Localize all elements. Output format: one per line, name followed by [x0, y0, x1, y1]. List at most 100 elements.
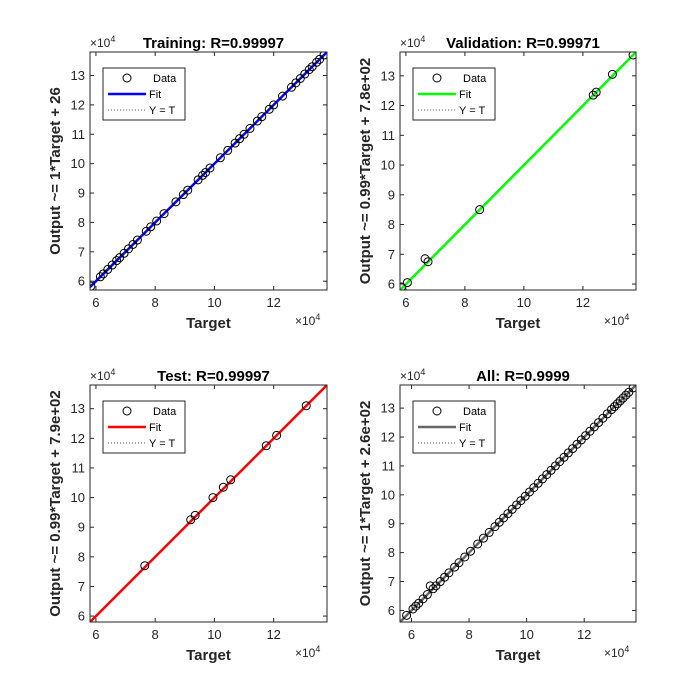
data-point	[304, 65, 314, 75]
data-point	[478, 533, 488, 543]
legend: Data Fit Y = T	[412, 67, 496, 121]
data-point	[245, 123, 255, 133]
chart-panel-4: 6 8 10 12 6 7 8 9 10 11 12 13 ×104 ×104 All: R=0.9999 T…	[357, 367, 637, 664]
y-tick-label: 8	[78, 549, 85, 564]
x-axis-label: Target	[496, 315, 541, 332]
x-tick-label: 8	[152, 627, 159, 642]
y-tick-label: 12	[381, 430, 395, 445]
data-point	[475, 205, 485, 215]
data-point	[226, 475, 236, 485]
y-tick-label: 9	[388, 516, 395, 531]
data-point	[205, 163, 215, 173]
data-point	[402, 610, 412, 620]
data-point	[112, 256, 122, 266]
x-tick-label: 10	[519, 627, 533, 642]
y-tick-label: 10	[71, 156, 85, 171]
data-point	[239, 129, 249, 139]
y-tick-label: 11	[382, 128, 396, 143]
y-tick-label: 6	[78, 274, 85, 289]
data-point	[425, 581, 435, 591]
data-point	[423, 257, 433, 267]
y-tick-label: 6	[78, 609, 85, 624]
x-axis-label: Target	[186, 647, 231, 664]
x-tick-label: 8	[465, 627, 472, 642]
data-point	[152, 216, 162, 226]
x-tick-label: 6	[92, 627, 99, 642]
chart-panel-3: 6 8 10 12 6 7 8 9 10 11 12 13 ×104 ×104 Test: R=0.9999…	[47, 367, 328, 664]
legend-marker-data	[432, 73, 442, 83]
data-point	[215, 153, 225, 163]
x-tick-label: 12	[266, 295, 280, 310]
data-point	[90, 281, 96, 290]
y-tick-label: 7	[388, 574, 395, 589]
data-point	[402, 278, 412, 288]
x-axis-multiplier: ×104	[604, 644, 629, 660]
data-point	[132, 235, 142, 245]
data-point	[278, 91, 288, 101]
legend-label-data: Data	[463, 73, 487, 85]
y-tick-label: 11	[382, 458, 396, 473]
legend-label-fit: Fit	[149, 89, 161, 101]
plot-content	[90, 385, 327, 622]
data-point	[618, 393, 628, 403]
data-point	[473, 539, 483, 549]
x-tick-label: 10	[517, 295, 531, 310]
y-tick-label: 6	[388, 277, 395, 292]
data-point	[319, 52, 327, 60]
legend-label-fit: Fit	[459, 422, 471, 434]
data-point	[146, 222, 156, 232]
fit-line	[400, 52, 636, 290]
data-point	[607, 405, 617, 415]
chart-panel-2: 6 8 10 12 6 7 8 9 10 11 12 13 ×104 ×104 Validation: R=…	[357, 34, 637, 332]
data-point	[190, 510, 200, 520]
axes-frame	[399, 384, 637, 623]
y-tick-label: 9	[388, 187, 395, 202]
data-point	[223, 145, 233, 155]
x-tick-label: 12	[577, 627, 591, 642]
data-point	[466, 546, 476, 556]
data-point	[609, 402, 619, 412]
y-tick-label: 10	[381, 158, 395, 173]
legend-label-data: Data	[153, 406, 177, 418]
x-tick-label: 8	[152, 295, 159, 310]
data-point	[171, 197, 181, 207]
y-tick-label: 8	[388, 217, 395, 232]
legend-marker-data	[432, 406, 442, 416]
data-point	[95, 272, 105, 282]
x-tick-label: 8	[461, 295, 468, 310]
plot-content	[400, 385, 636, 622]
x-tick-label: 12	[576, 295, 590, 310]
data-point	[411, 601, 421, 611]
data-point	[628, 52, 636, 60]
data-point	[484, 527, 494, 537]
y-tick-label: 9	[78, 186, 85, 201]
axes-frame	[399, 51, 637, 291]
data-point	[591, 87, 601, 97]
legend-label-identity: Y = T	[459, 105, 485, 117]
x-tick-label: 10	[207, 627, 221, 642]
x-tick-label: 12	[266, 627, 280, 642]
plot-content	[400, 52, 636, 290]
data-point	[183, 185, 193, 195]
legend-label-fit: Fit	[149, 422, 161, 434]
data-point	[628, 385, 636, 393]
chart-title: Validation: R=0.99971	[446, 35, 600, 52]
y-tick-label: 7	[78, 579, 85, 594]
x-axis-multiplier: ×104	[295, 312, 320, 328]
y-tick-label: 10	[71, 490, 85, 505]
legend-label-data: Data	[463, 406, 487, 418]
data-point	[460, 552, 470, 562]
data-point	[422, 590, 432, 600]
x-tick-label: 6	[408, 627, 415, 642]
y-tick-label: 7	[78, 244, 85, 259]
y-tick-label: 12	[381, 98, 395, 113]
axes-frame	[89, 51, 328, 291]
legend-label-identity: Y = T	[459, 438, 485, 450]
data-point	[257, 112, 267, 122]
chart-title: Test: R=0.99997	[157, 368, 270, 385]
data-point	[621, 390, 631, 400]
data-point	[588, 90, 598, 100]
x-axis-label: Target	[186, 315, 231, 332]
y-tick-label: 13	[381, 401, 395, 416]
